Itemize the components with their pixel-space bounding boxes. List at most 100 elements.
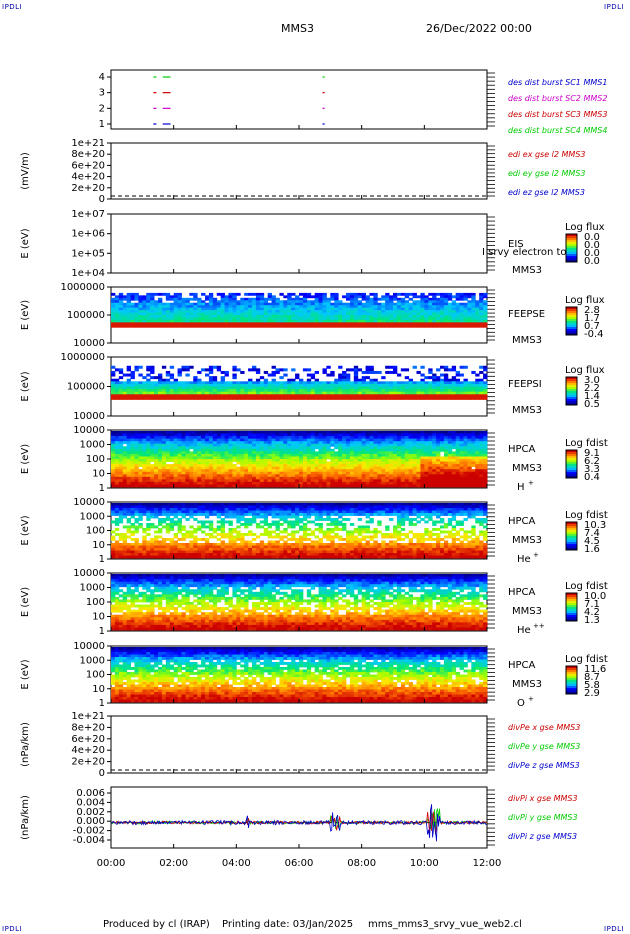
spectrogram-cell: [428, 446, 433, 450]
spectrogram-cell: [236, 300, 241, 304]
spectrogram-cell: [111, 383, 116, 387]
spectrogram-cell: [365, 436, 370, 440]
spectrogram-cell: [455, 307, 460, 311]
spectrogram-cell: [342, 317, 347, 321]
spectrogram-cell: [275, 310, 280, 313]
spectrogram-cell: [111, 292, 116, 296]
spectrogram-cell: [130, 319, 135, 323]
spectrogram-cell: [275, 481, 280, 485]
spectrogram-cell: [338, 378, 343, 382]
spectrogram-cell: [146, 307, 151, 311]
spectrogram-cell: [275, 459, 280, 462]
spectrogram-cell: [126, 378, 131, 382]
spectrogram-cell: [150, 295, 155, 299]
spectrogram-cell: [169, 464, 175, 468]
spectrogram-cell: [150, 476, 155, 480]
spectrogram-cell: [483, 324, 488, 328]
spectrogram-cell: [267, 297, 272, 301]
spectrogram-cell: [185, 315, 190, 318]
spectrogram-cell: [443, 481, 449, 485]
spectrogram-cell: [189, 322, 194, 326]
spectrogram-cell: [158, 543, 163, 546]
spectrogram-cell: [396, 307, 402, 311]
spectrogram-cell: [220, 376, 225, 380]
spectrogram-cell: [114, 433, 120, 437]
spectrogram-cell: [271, 466, 276, 470]
spectrogram-cell: [146, 386, 151, 390]
spectrogram-cell: [193, 315, 198, 318]
spectrogram-cell: [240, 324, 245, 328]
spectrogram-cell: [299, 312, 304, 316]
spectrogram-cell: [252, 431, 257, 434]
spectrogram-cell: [201, 443, 206, 447]
spectrogram-cell: [134, 518, 139, 521]
spectrogram-cell: [310, 300, 316, 304]
spectrogram-cell: [302, 297, 308, 301]
spectrogram-cell: [130, 315, 135, 318]
spectrogram-cell: [475, 451, 480, 455]
spectrogram-cell: [369, 448, 374, 452]
spectrogram-cell: [291, 391, 296, 395]
spectrogram-cell: [212, 389, 218, 393]
spectrogram-cell: [165, 381, 171, 385]
spectrogram-cell: [396, 448, 402, 452]
spectrogram-cell: [189, 476, 194, 480]
spectrogram-cell: [459, 324, 464, 328]
spectrogram-cell: [197, 307, 202, 311]
spectrogram-cell: [447, 378, 453, 382]
spectrogram-cell: [334, 451, 339, 455]
spectrogram-cell: [259, 322, 265, 326]
spectrogram-cell: [161, 550, 167, 554]
spectrogram-cell: [142, 295, 147, 299]
spectrogram-cell: [154, 530, 159, 534]
spectrogram-cell: [432, 433, 437, 437]
spectrogram-cell: [220, 474, 225, 478]
spectrogram-cell: [212, 464, 218, 468]
spectrogram-cell: [138, 471, 143, 475]
spectrogram-cell: [189, 533, 194, 536]
spectrogram-cell: [396, 305, 402, 309]
spectrogram-cell: [236, 479, 241, 483]
spectrogram-cell: [467, 451, 472, 455]
spectrogram-cell: [189, 386, 194, 390]
spectrogram-cell: [377, 389, 382, 393]
spectrogram-cell: [126, 441, 131, 445]
spectrogram-cell: [111, 389, 116, 393]
spectrogram-cell: [353, 476, 359, 480]
spectrogram-cell: [236, 389, 241, 393]
spectrogram-cell: [334, 297, 339, 301]
spectrogram-cell: [259, 324, 265, 328]
spectrogram-cell: [447, 295, 453, 299]
spectrogram-cell: [279, 438, 284, 442]
spectrogram-cell: [349, 315, 355, 318]
spectrogram-cell: [114, 310, 120, 313]
spectrogram-cell: [373, 386, 378, 390]
spectrogram-cell: [443, 297, 449, 301]
spectrogram-cell: [173, 543, 178, 546]
spectrogram-cell: [130, 295, 135, 299]
spectrogram-cell: [181, 396, 186, 400]
spectrogram-cell: [326, 436, 331, 440]
spectrogram-cell: [471, 471, 476, 475]
spectrogram-cell: [365, 305, 370, 309]
spectrogram-cell: [244, 481, 249, 485]
spectrogram-cell: [114, 540, 120, 544]
spectrogram-cell: [193, 383, 198, 387]
spectrogram-cell: [467, 481, 472, 485]
spectrogram-cell: [436, 381, 441, 385]
spectrogram-cell: [463, 317, 468, 321]
spectrogram-cell: [208, 307, 214, 311]
spectrogram-cell: [185, 389, 190, 393]
spectrogram-cell: [377, 431, 382, 434]
spectrogram-cell: [224, 438, 229, 442]
spectrogram-cell: [479, 365, 484, 369]
spectrogram-cell: [279, 292, 284, 296]
spectrogram-cell: [389, 322, 394, 326]
spectrogram-cell: [349, 446, 355, 450]
spectrogram-cell: [467, 302, 472, 306]
colorbar-tick-label: 6.2: [584, 456, 600, 467]
spectrogram-cell: [443, 324, 449, 328]
spectrogram-cell: [408, 453, 413, 457]
colorbar-segment: [566, 389, 577, 392]
spectrogram-cell: [185, 381, 190, 385]
